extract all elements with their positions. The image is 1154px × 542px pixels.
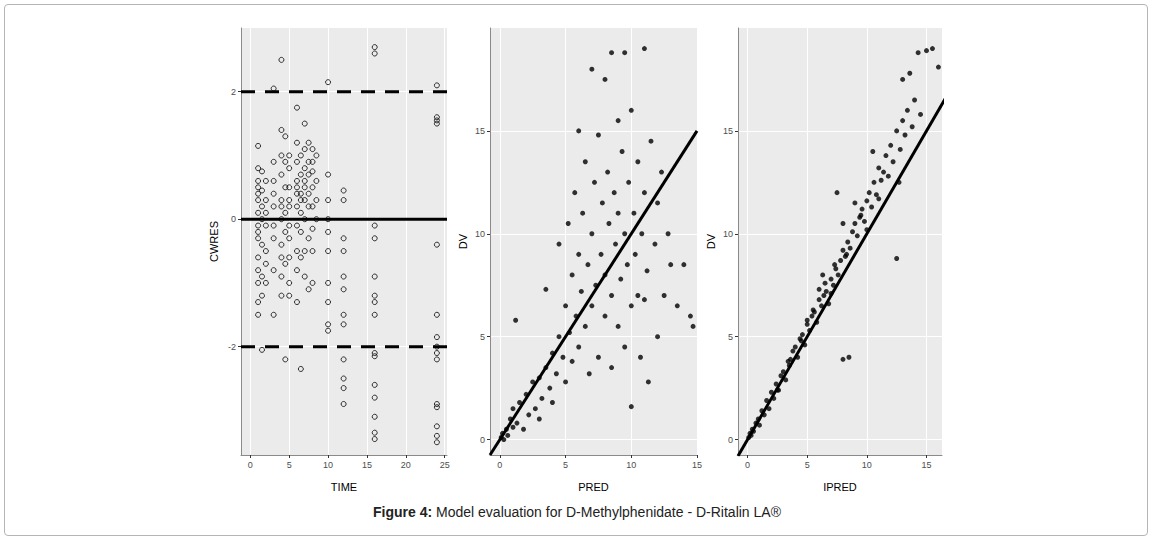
svg-text:0: 0: [728, 435, 733, 445]
svg-text:IPRED: IPRED: [823, 481, 857, 493]
svg-text:15: 15: [362, 460, 372, 470]
html-text:Figure 4: Model evaluation for: Figure 4: Model evaluation for D-Methylp…: [373, 504, 781, 520]
svg-text:10: 10: [723, 229, 733, 239]
svg-text:PRED: PRED: [578, 481, 609, 493]
svg-text:10: 10: [323, 460, 333, 470]
svg-text:CWRES: CWRES: [208, 221, 220, 262]
svg-text:15: 15: [692, 460, 702, 470]
svg-text:0: 0: [745, 460, 750, 470]
svg-text:5: 5: [805, 460, 810, 470]
svg-text:5: 5: [563, 460, 568, 470]
svg-text:15: 15: [723, 126, 733, 136]
svg-text:0: 0: [480, 435, 485, 445]
svg-text:25: 25: [440, 460, 450, 470]
svg-text:0: 0: [248, 460, 253, 470]
svg-text:15: 15: [475, 126, 485, 136]
svg-text:DV: DV: [457, 233, 469, 249]
svg-text:5: 5: [728, 332, 733, 342]
svg-text:TIME: TIME: [331, 481, 357, 493]
svg-text:0: 0: [231, 214, 236, 224]
svg-text:15: 15: [921, 460, 931, 470]
svg-text:0: 0: [497, 460, 502, 470]
svg-text:DV: DV: [705, 233, 717, 249]
svg-text:-2: -2: [228, 342, 236, 352]
svg-text:20: 20: [401, 460, 411, 470]
svg-text:10: 10: [475, 229, 485, 239]
svg-text:5: 5: [287, 460, 292, 470]
svg-text:5: 5: [480, 332, 485, 342]
svg-text:2: 2: [231, 87, 236, 97]
svg-text:10: 10: [862, 460, 872, 470]
svg-text:10: 10: [626, 460, 636, 470]
